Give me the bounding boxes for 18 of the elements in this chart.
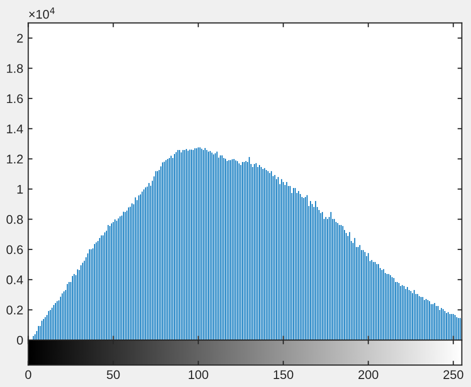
y-tick-label: 1 (17, 184, 23, 194)
x-tick-label: 150 (274, 370, 294, 380)
y-tick-label: 1.4 (6, 124, 24, 134)
x-tick-label: 250 (444, 370, 464, 380)
y-tick-label: 1.2 (6, 154, 23, 164)
x-tick-label: 100 (188, 370, 208, 380)
x-tick-label: 200 (358, 370, 378, 380)
y-tick-label: 1.6 (6, 94, 23, 104)
y-tick-label: 0.2 (6, 306, 23, 314)
y-tick-label: 1.8 (6, 64, 23, 73)
y-tick-label: 2 (17, 34, 23, 43)
y-tick-label: 0 (16, 336, 23, 345)
x-tick-label: 0 (25, 370, 32, 380)
text: ×10$^{4}$ (29, 7, 55, 19)
x-tick-label: 50 (106, 370, 120, 380)
y-tick-label: 0.4 (6, 275, 24, 284)
y-tick-label: 0.6 (6, 245, 23, 254)
y-tick-label: 0.8 (6, 215, 23, 224)
